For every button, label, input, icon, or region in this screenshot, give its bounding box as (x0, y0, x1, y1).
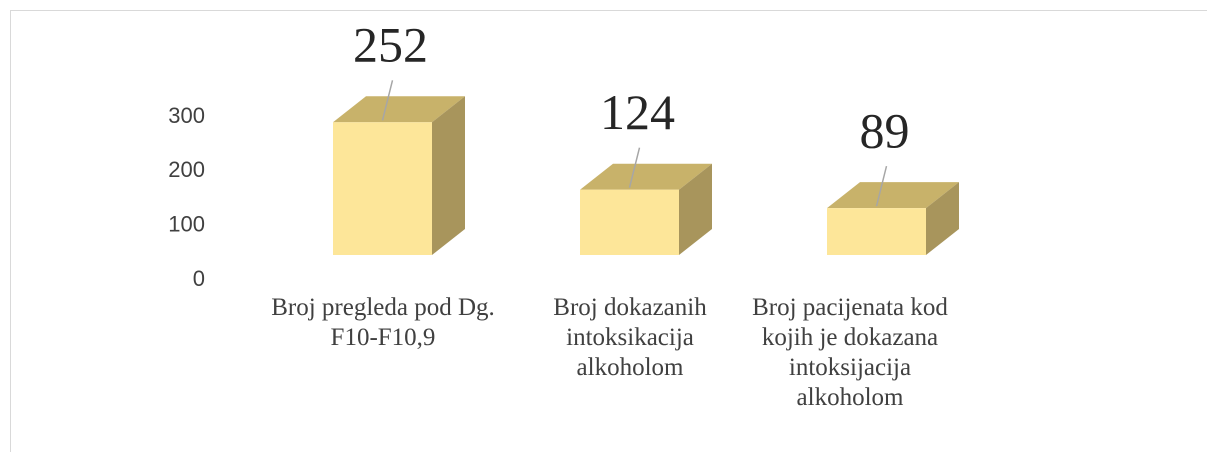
y-tick-label: 100 (168, 211, 205, 236)
y-tick-label: 0 (193, 266, 205, 291)
leader-line (381, 80, 394, 121)
value-label: 252 (353, 17, 428, 73)
category-label: Broj pacijenata kod kojih je dokazana in… (752, 294, 948, 411)
value-label: 124 (600, 84, 675, 140)
y-tick-label: 200 (168, 157, 205, 182)
y-tick-label: 300 (168, 103, 205, 128)
bar (580, 189, 679, 255)
leader-line (875, 165, 888, 207)
bar-side (926, 182, 959, 255)
bar-top (827, 182, 959, 209)
category-label: Broj dokazanih intoksikacija alkoholom (553, 294, 707, 381)
leader-line (628, 147, 641, 188)
bar-side (679, 163, 712, 255)
bar-side (432, 96, 465, 255)
bar-top (580, 163, 712, 190)
bar-top (333, 96, 465, 123)
chart-frame (10, 10, 1207, 452)
value-label: 89 (860, 103, 910, 159)
category-label: Broj pregleda pod Dg. F10-F10,9 (271, 294, 495, 351)
bar (827, 208, 926, 255)
bar (333, 122, 432, 255)
